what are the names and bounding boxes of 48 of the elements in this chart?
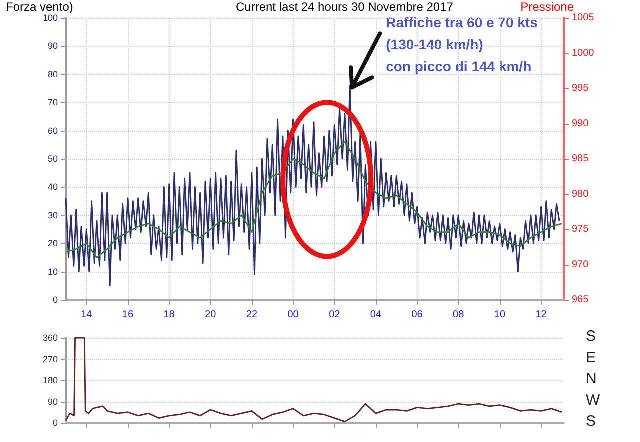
chart-title: Current last 24 hours 30 Novembre 2017: [236, 0, 454, 14]
y2-axis-title: Pressione: [520, 0, 574, 14]
text: W: [586, 392, 601, 409]
x-tick-label: 04: [370, 310, 382, 320]
y2-tick-label: 985: [572, 154, 590, 164]
y2-tick-label: 965: [572, 294, 590, 306]
text: N: [586, 370, 597, 388]
x-tick-label: 14: [81, 310, 93, 320]
line-series: [65, 141, 563, 258]
x-tick-label: 06: [412, 310, 424, 320]
y-tick-label: 90: [48, 396, 58, 407]
y2-tick-label: 1000: [572, 48, 595, 59]
y-tick-label: 20: [48, 238, 58, 249]
y2-tick-label: 970: [572, 259, 590, 270]
y-tick-label: 10: [48, 266, 58, 277]
x-tick-label: 02: [329, 310, 341, 320]
x-tick-label: 16: [122, 310, 134, 320]
x-tick-label: 12: [536, 310, 548, 320]
x-tick-label: 08: [453, 310, 465, 320]
y-tick-label: 30: [48, 210, 58, 220]
x-tick-label: 10: [494, 310, 506, 320]
x-tick-label: 20: [205, 310, 217, 320]
y-tick-label: 60: [48, 126, 58, 136]
y-tick-label: 180: [42, 376, 58, 386]
line-series: [65, 84, 560, 287]
y-tick-label: 0: [52, 295, 58, 305]
y2-tick-label: 995: [572, 83, 590, 94]
line-series: [65, 337, 563, 423]
text: S: [586, 328, 596, 345]
x-tick-label: 22: [246, 310, 258, 320]
y-tick-label: 360: [42, 333, 58, 343]
y-tick-label: 100: [42, 13, 58, 23]
y-tick-label: 70: [48, 98, 58, 108]
y-axis-title: Forza vento): [6, 0, 74, 14]
y-tick-label: 50: [48, 154, 58, 164]
y2-tick-label: 980: [572, 188, 590, 200]
text: S: [586, 413, 596, 430]
y2-tick-label: 1005: [572, 12, 595, 24]
y-tick-label: 270: [42, 354, 58, 364]
x-tick-label: 00: [288, 310, 300, 320]
y-tick-label: 40: [48, 182, 58, 192]
y2-tick-label: 990: [572, 118, 590, 130]
y-tick-label: 0: [52, 418, 58, 428]
x-tick-label: 18: [164, 310, 176, 320]
y2-tick-label: 975: [572, 224, 590, 235]
y-tick-label: 90: [48, 41, 58, 52]
text: E: [586, 349, 596, 366]
y-tick-label: 80: [48, 69, 58, 80]
